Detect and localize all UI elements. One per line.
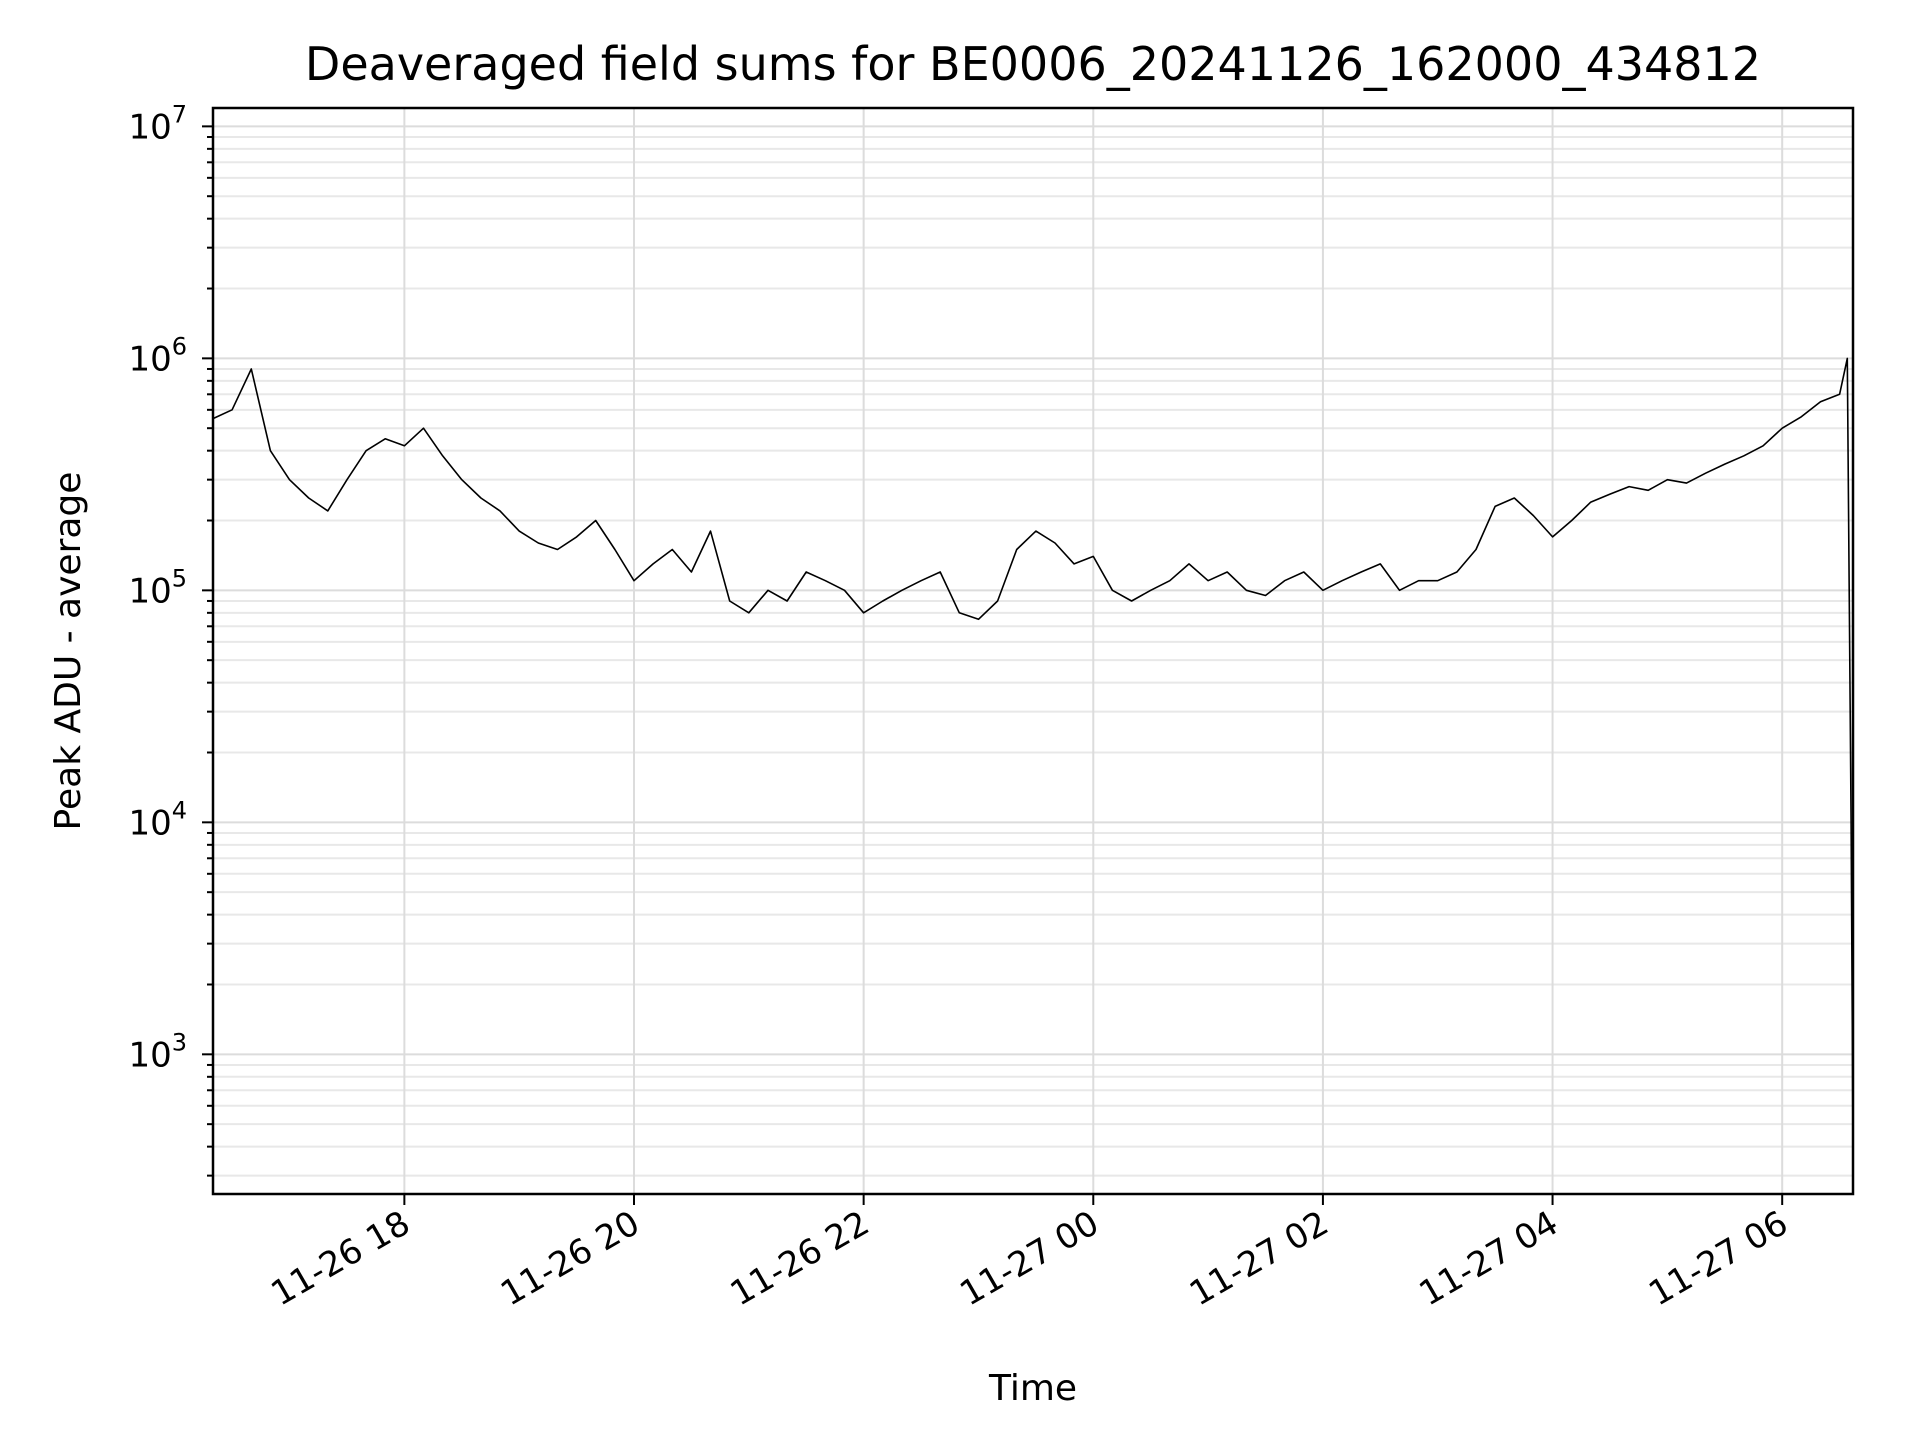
x-axis-label: Time <box>988 1368 1077 1409</box>
x-tick-label: 11-26 20 <box>494 1203 646 1314</box>
chart-title: Deaveraged field sums for BE0006_2024112… <box>305 37 1761 91</box>
x-tick-label: 11-27 04 <box>1413 1203 1565 1314</box>
x-tick-label: 11-27 00 <box>953 1203 1105 1314</box>
axis-ticks: 103 104 105 106 107 11-26 18 11-26 20 11-26 22 1… <box>128 100 1794 1314</box>
x-tick-label: 11-26 18 <box>264 1203 416 1314</box>
x-tick-label: 11-27 02 <box>1183 1203 1335 1314</box>
y-tick-label: 103 <box>128 1028 187 1075</box>
y-axis-label: Peak ADU - average <box>48 472 89 831</box>
grid <box>213 108 1853 1194</box>
y-tick-label: 104 <box>128 796 187 843</box>
series-line <box>212 357 1854 1147</box>
plot-frame <box>211 106 1855 1196</box>
x-tick-label: 11-26 22 <box>724 1203 876 1314</box>
x-tick-label: 11-27 06 <box>1642 1203 1794 1314</box>
series-layer <box>212 357 1854 1147</box>
y-tick-label: 107 <box>128 100 187 147</box>
y-tick-label: 105 <box>128 564 187 611</box>
y-tick-label: 106 <box>128 332 187 379</box>
